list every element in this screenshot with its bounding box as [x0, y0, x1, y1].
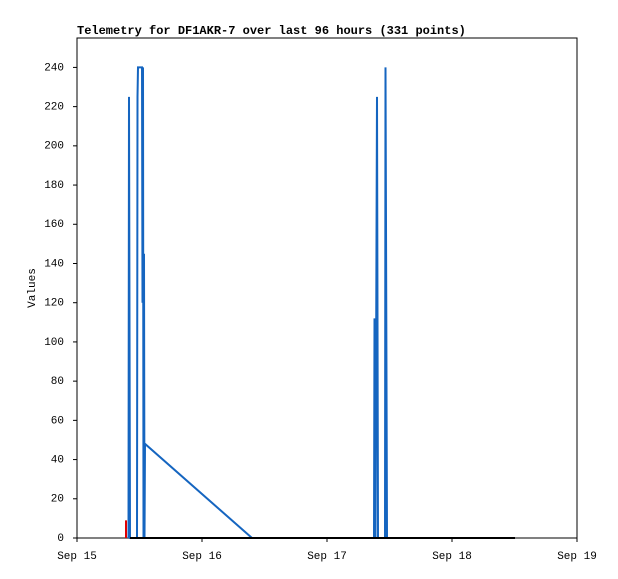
x-tick-label: Sep 19 [557, 551, 597, 563]
y-tick-label: 120 [44, 298, 64, 310]
y-tick-label: 40 [51, 454, 64, 466]
y-tick-label: 0 [57, 533, 64, 545]
y-tick-label: 160 [44, 219, 64, 231]
x-tick-label: Sep 17 [307, 551, 347, 563]
y-tick-label: 60 [51, 415, 64, 427]
y-tick-label: 100 [44, 337, 64, 349]
y-tick-label: 140 [44, 258, 64, 270]
y-tick-label: 240 [44, 62, 64, 74]
y-tick-label: 220 [44, 102, 64, 114]
y-axis-label: Values [27, 268, 39, 308]
chart-title: Telemetry for DF1AKR-7 over last 96 hour… [77, 24, 466, 38]
y-tick-label: 200 [44, 141, 64, 153]
series-line [127, 66, 515, 539]
y-tick-label: 20 [51, 494, 64, 506]
y-tick-label: 80 [51, 376, 64, 388]
plot-frame [76, 37, 578, 539]
x-tick-label: Sep 16 [182, 551, 222, 563]
x-tick-label: Sep 18 [432, 551, 472, 563]
x-tick-label: Sep 15 [57, 551, 97, 563]
y-tick-label: 180 [44, 180, 64, 192]
